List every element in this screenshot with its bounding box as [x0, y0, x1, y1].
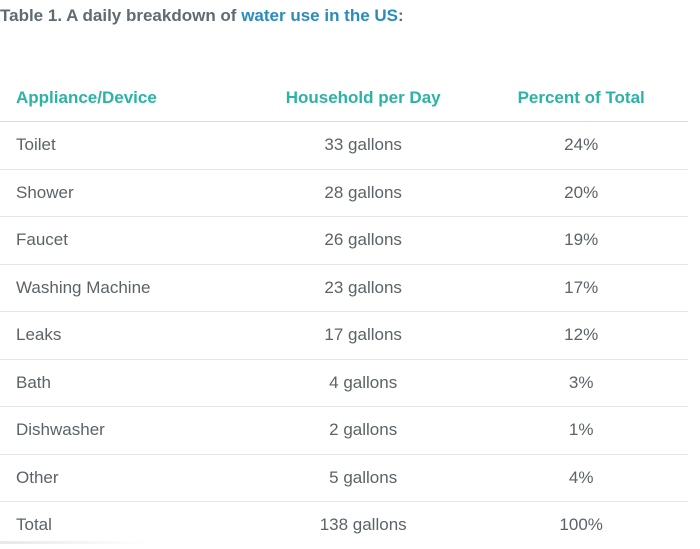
cell-appliance: Other: [0, 454, 252, 502]
header-percent-of-total: Percent of Total: [474, 75, 688, 122]
cell-appliance: Total: [16, 515, 52, 535]
cell-household: 2 gallons: [252, 406, 475, 455]
cell-percent: 20%: [474, 169, 688, 217]
table-row: Other 5 gallons 4%: [0, 454, 688, 502]
cell-household: 138 gallons: [319, 515, 407, 535]
cell-appliance: Shower: [0, 169, 252, 217]
caption-prefix: Table 1. A daily breakdown of: [0, 6, 242, 25]
table-header-row: Appliance/Device Household per Day Perce…: [0, 75, 688, 122]
table-row: Dishwasher 2 gallons 1%: [0, 406, 688, 455]
cell-household: 28 gallons: [252, 169, 475, 217]
caption-highlight: water use in the US: [241, 6, 399, 25]
cell-household: 4 gallons: [252, 359, 475, 407]
cell-appliance: Bath: [0, 359, 252, 407]
cell-household: 33 gallons: [252, 121, 475, 170]
cell-percent: 1%: [474, 406, 688, 455]
header-appliance: Appliance/Device: [0, 75, 252, 122]
table-row: Leaks 17 gallons 12%: [0, 311, 688, 360]
table-body: Toilet 33 gallons 24% Shower 28 gallons …: [0, 121, 688, 549]
bottom-edge-shadow: [0, 541, 150, 544]
cell-household: 5 gallons: [252, 454, 475, 502]
cell-percent: 4%: [474, 454, 688, 502]
caption-suffix: :: [398, 6, 404, 25]
cell-percent: 12%: [474, 311, 688, 360]
cell-appliance: Dishwasher: [0, 406, 252, 455]
cell-household: 17 gallons: [252, 311, 475, 360]
cell-household: 26 gallons: [252, 216, 475, 265]
water-use-table: Appliance/Device Household per Day Perce…: [0, 75, 688, 549]
header-household-per-day: Household per Day: [252, 75, 475, 122]
table-caption: Table 1. A daily breakdown of water use …: [0, 6, 404, 26]
cell-appliance: Faucet: [0, 216, 252, 265]
cell-appliance: Leaks: [0, 311, 252, 360]
cell-household: 23 gallons: [252, 264, 475, 312]
cell-percent: 24%: [474, 121, 688, 170]
cell-percent: 19%: [474, 216, 688, 265]
cell-percent: 3%: [474, 359, 688, 407]
cell-appliance: Toilet: [0, 121, 252, 170]
table-row: Bath 4 gallons 3%: [0, 359, 688, 407]
cell-appliance: Washing Machine: [0, 264, 252, 312]
cell-percent: 100%: [559, 515, 603, 535]
table-row-total: Total 138 gallons 100%: [0, 502, 688, 549]
cell-percent: 17%: [474, 264, 688, 312]
table-row: Faucet 26 gallons 19%: [0, 216, 688, 265]
table-row: Washing Machine 23 gallons 17%: [0, 264, 688, 312]
table-row: Shower 28 gallons 20%: [0, 169, 688, 217]
table-row: Toilet 33 gallons 24%: [0, 121, 688, 170]
